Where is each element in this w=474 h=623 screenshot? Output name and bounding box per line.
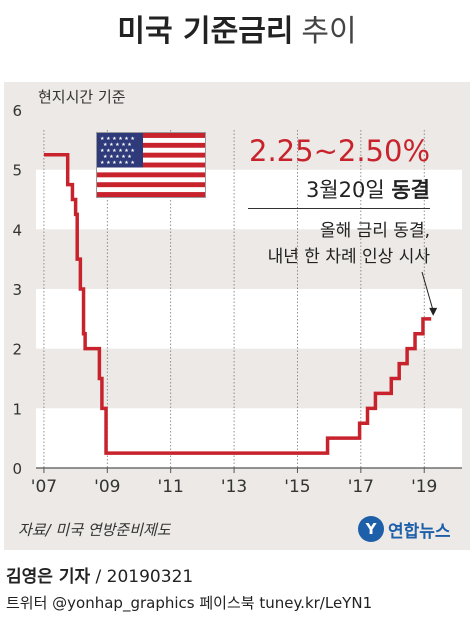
note-line-2: 내년 한 차례 인상 시사 [267,247,430,267]
callout-arrow-head [429,307,438,316]
rate-series-line [43,153,432,455]
y-tick-label: 3 [12,281,22,299]
callout-arrow-line [421,271,434,311]
y-tick-label: 5 [12,162,22,180]
reporter-name: 김영은 기자 [6,567,91,587]
svg-text:★ ★ ★ ★ ★ ★: ★ ★ ★ ★ ★ ★ [100,148,135,154]
svg-text:★ ★ ★ ★ ★ ★: ★ ★ ★ ★ ★ ★ [100,136,135,142]
yonhap-logo-icon: Y [358,516,384,542]
y-axis-label: 현지시간 기준 [38,88,126,106]
svg-text:★ ★ ★ ★ ★: ★ ★ ★ ★ ★ [103,154,132,160]
date-prefix: 3월20일 [305,178,385,202]
us-flag-icon: ★ ★ ★ ★ ★ ★ ★ ★ ★ ★ ★ ★ ★ ★ ★ ★ ★ ★ ★ ★ … [96,132,206,198]
note-line-1: 올해 금리 동결, [319,221,430,241]
x-tick-label: '11 [158,477,184,497]
x-tick-label: '09 [94,477,120,497]
source-label: 자료/ 미국 연방준비제도 [18,521,171,539]
grid-band [36,408,462,468]
chart-title: 미국 기준금리 추이 [0,14,474,50]
callout-divider [248,208,430,209]
yonhap-logo: Y 연합뉴스 [358,514,451,544]
grid-band [36,289,462,349]
x-tick-label: '19 [411,477,437,497]
y-tick-label: 6 [12,102,22,120]
title-suffix: 추이 [301,14,357,49]
x-tick-label: '17 [348,477,374,497]
publish-date: 20190321 [106,567,194,587]
y-tick-label: 1 [12,400,22,418]
y-tick-label: 0 [12,460,22,478]
svg-text:★ ★ ★ ★ ★ ★: ★ ★ ★ ★ ★ ★ [100,160,135,166]
title-main: 미국 기준금리 [117,14,294,49]
rate-callout: 2.25~2.50% [249,134,430,168]
byline: 김영은 기자 / 20190321 [6,567,194,587]
x-tick-label: '07 [31,477,57,497]
svg-text:★ ★ ★ ★ ★: ★ ★ ★ ★ ★ [103,142,132,148]
date-callout: 3월20일 동결 [240,174,430,204]
date-status: 동결 [391,178,430,202]
x-tick-label: '13 [221,477,247,497]
logo-text: 연합뉴스 [388,521,451,542]
y-tick-label: 4 [12,221,22,239]
y-tick-label: 2 [12,341,22,359]
social-credits: 트위터 @yonhap_graphics 페이스북 tuney.kr/LeYN1 [6,594,373,612]
x-tick-label: '15 [284,477,310,497]
